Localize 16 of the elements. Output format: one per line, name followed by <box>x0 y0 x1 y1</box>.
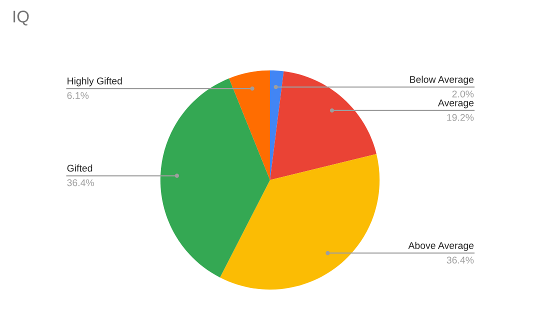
slice-label: Average <box>438 100 474 108</box>
slice-label: Gifted <box>67 164 92 172</box>
pie-slice <box>270 71 376 180</box>
data-label: 36.4% <box>67 179 94 186</box>
chart-title: IQ <box>14 10 29 26</box>
slice-label: Below Average <box>410 76 474 85</box>
pie-slice <box>220 154 380 290</box>
data-label: 6.1% <box>67 92 89 99</box>
slice-label: Above Average <box>408 242 474 251</box>
pie-slice <box>270 70 284 180</box>
data-label: 2.0% <box>452 90 474 98</box>
pie-slice <box>229 70 270 180</box>
slice-label: Highly Gifted <box>68 77 122 86</box>
pie-slice <box>160 78 270 278</box>
data-label: 19.2% <box>447 114 474 121</box>
data-label: 36.4% <box>446 256 474 264</box>
